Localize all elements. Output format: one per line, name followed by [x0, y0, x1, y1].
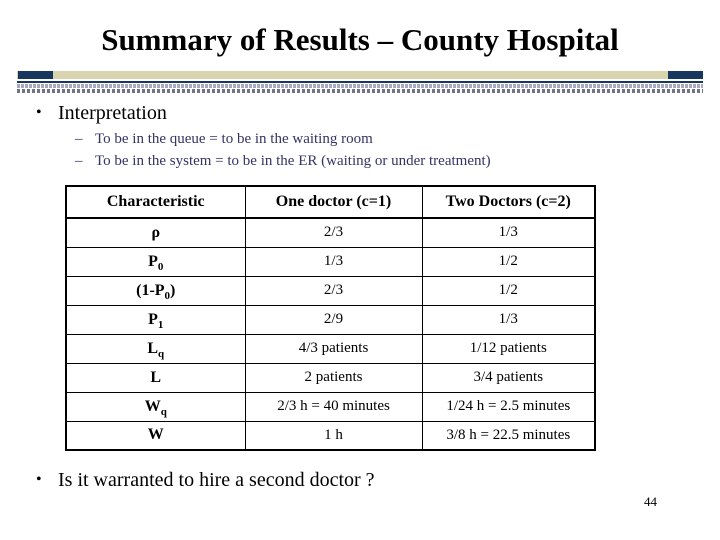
header-two-doctors: Two Doctors (c=2) — [421, 185, 596, 219]
two-doctors-value: 3/8 h = 22.5 minutes — [421, 420, 596, 451]
table-row: Wq 2/3 h = 40 minutes 1/24 h = 2.5 minutes — [65, 391, 596, 422]
one-doctor-value: 1/3 — [244, 246, 423, 277]
results-table-body: ρ 2/3 1/3 P0 1/3 1/2 (1-P0) 2/3 1/2 P1 2/9 1/3 Lq 4/3… — [65, 217, 596, 451]
bullet-question-label: Is it warranted to hire a second doctor … — [58, 469, 375, 491]
row-label: L — [65, 362, 246, 393]
table-row: ρ 2/3 1/3 — [65, 217, 596, 248]
sub-bullet-queue: – To be in the queue = to be in the wait… — [75, 129, 491, 151]
divider-navy-left-block — [18, 71, 53, 79]
two-doctors-value: 1/3 — [421, 304, 596, 335]
header-one-doctor: One doctor (c=1) — [244, 185, 423, 219]
bullet-interpretation: • Interpretation — [36, 101, 167, 125]
bullet-icon: • — [36, 104, 42, 121]
row-label: P1 — [65, 304, 246, 335]
table-row: (1-P0) 2/3 1/2 — [65, 275, 596, 306]
page-number: 44 — [644, 494, 657, 509]
row-label: (1-P0) — [65, 275, 246, 306]
one-doctor-value: 2/3 h = 40 minutes — [244, 391, 423, 422]
divider-navy-line — [17, 81, 703, 83]
two-doctors-value: 3/4 patients — [421, 362, 596, 393]
bullet-interpretation-label: Interpretation — [58, 102, 167, 124]
divider-hatch-top — [17, 84, 703, 88]
one-doctor-value: 2/9 — [244, 304, 423, 335]
results-table: Characteristic One doctor (c=1) Two Doct… — [65, 185, 596, 451]
two-doctors-value: 1/3 — [421, 217, 596, 248]
dash-icon: – — [75, 131, 83, 147]
one-doctor-value: 2/3 — [244, 275, 423, 306]
row-label: W — [65, 420, 246, 451]
two-doctors-value: 1/2 — [421, 275, 596, 306]
divider-tan-bar — [17, 71, 703, 79]
sub-bullet-system-label: To be in the system = to be in the ER (w… — [95, 152, 491, 169]
table-row: P0 1/3 1/2 — [65, 246, 596, 277]
divider-navy-right-block — [668, 71, 703, 79]
two-doctors-value: 1/24 h = 2.5 minutes — [421, 391, 596, 422]
row-label: P0 — [65, 246, 246, 277]
bullet-icon: • — [36, 471, 42, 488]
sub-bullet-list: – To be in the queue = to be in the wait… — [75, 129, 491, 172]
one-doctor-value: 2 patients — [244, 362, 423, 393]
dash-icon: – — [75, 152, 83, 169]
table-header-row: Characteristic One doctor (c=1) Two Doct… — [65, 185, 596, 219]
slide-title: Summary of Results – County Hospital — [101, 22, 619, 57]
header-characteristic: Characteristic — [65, 185, 246, 219]
sub-bullet-queue-label: To be in the queue = to be in the waitin… — [95, 131, 373, 147]
bullet-question: • Is it warranted to hire a second docto… — [36, 468, 375, 492]
row-label: Wq — [65, 391, 246, 422]
row-label: ρ — [65, 217, 246, 248]
two-doctors-value: 1/12 patients — [421, 333, 596, 364]
table-row: P1 2/9 1/3 — [65, 304, 596, 335]
sub-bullet-system: – To be in the system = to be in the ER … — [75, 151, 491, 173]
one-doctor-value: 4/3 patients — [244, 333, 423, 364]
two-doctors-value: 1/2 — [421, 246, 596, 277]
one-doctor-value: 1 h — [244, 420, 423, 451]
divider-hatch-bottom — [17, 89, 703, 93]
table-row: Lq 4/3 patients 1/12 patients — [65, 333, 596, 364]
row-label: Lq — [65, 333, 246, 364]
one-doctor-value: 2/3 — [244, 217, 423, 248]
